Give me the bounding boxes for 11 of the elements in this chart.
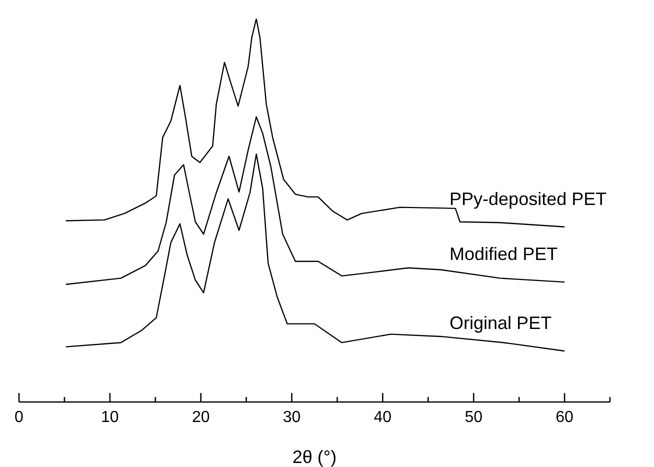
x-tick-label: 40 <box>374 409 392 426</box>
x-tick-label: 60 <box>556 409 574 426</box>
x-tick-label: 30 <box>282 409 301 426</box>
x-axis-title: 2θ (°) <box>292 447 337 467</box>
x-tick-label: 10 <box>101 409 119 426</box>
series-label: Modified PET <box>450 244 558 264</box>
series-label: Original PET <box>450 313 552 334</box>
x-tick-label: 0 <box>14 409 24 426</box>
series-label: PPy-deposited PET <box>450 188 607 209</box>
x-tick-label: 20 <box>192 409 210 426</box>
x-tick-label: 50 <box>464 409 483 426</box>
